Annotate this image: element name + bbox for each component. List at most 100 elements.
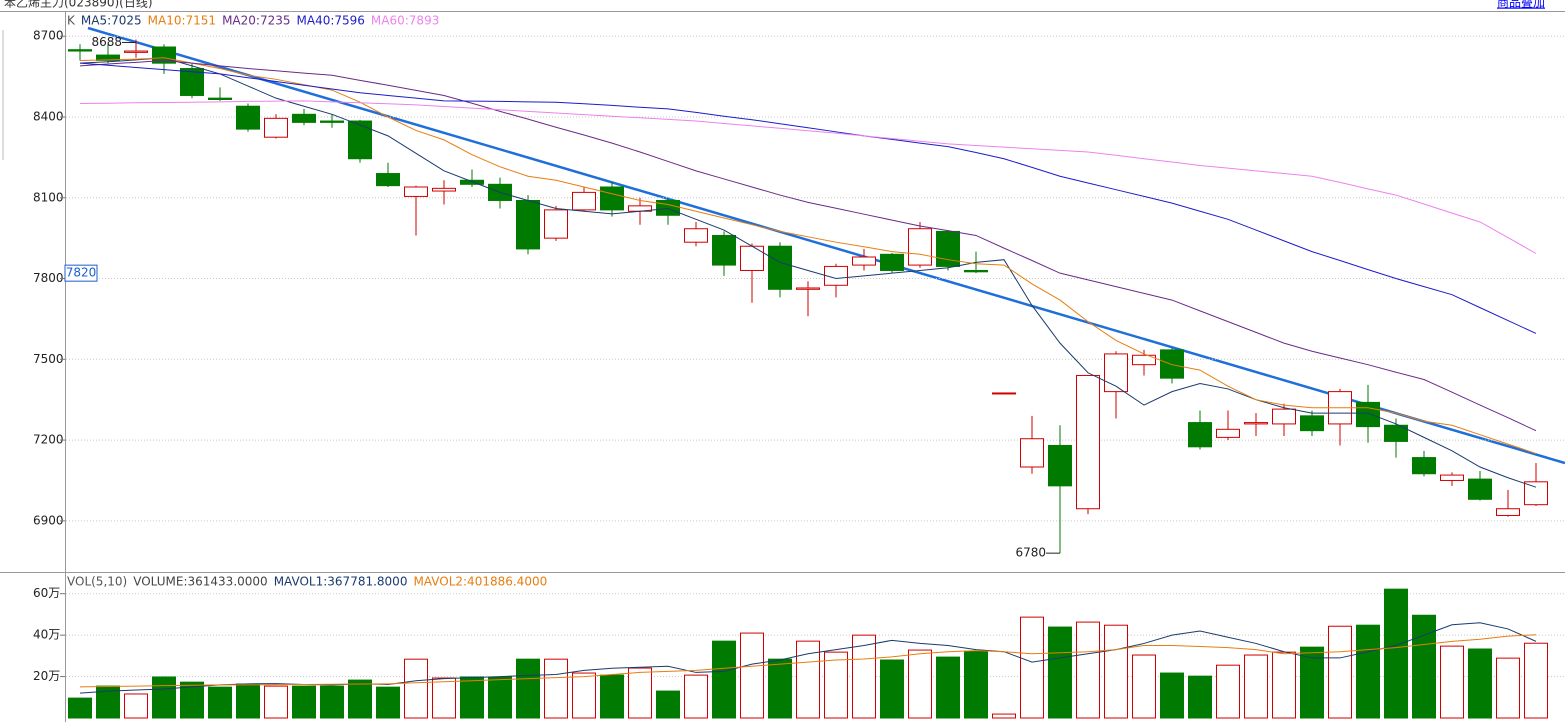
volume-bar bbox=[1272, 651, 1296, 719]
candle-body bbox=[1216, 428, 1240, 438]
volume-bar bbox=[1356, 624, 1380, 719]
volume-bar bbox=[1216, 664, 1240, 719]
legend-entry: MAVOL1:367781.8000 bbox=[274, 575, 408, 589]
volume-bar bbox=[460, 676, 484, 719]
candle-body bbox=[684, 228, 708, 243]
candle-body bbox=[1020, 438, 1044, 468]
volume-bar bbox=[1244, 654, 1268, 719]
max-label: 8688 bbox=[91, 35, 122, 49]
volume-bar bbox=[488, 676, 512, 719]
legend-entry: MAVOL2:401886.4000 bbox=[413, 575, 547, 589]
volume-bar bbox=[1048, 626, 1072, 719]
volume-bar bbox=[292, 685, 316, 719]
volume-bar bbox=[320, 685, 344, 719]
candle-body bbox=[880, 253, 904, 271]
legend-entry: K bbox=[67, 14, 76, 28]
legend-entry: VOLUME:361433.0000 bbox=[133, 575, 267, 589]
volume-bar bbox=[936, 656, 960, 719]
price-marker-box bbox=[64, 264, 98, 282]
candle-body bbox=[264, 117, 288, 138]
ma-line bbox=[79, 57, 1537, 455]
candle-body bbox=[516, 199, 540, 250]
volume-bar bbox=[1104, 624, 1128, 719]
volume-bar bbox=[740, 632, 764, 719]
volume-bar bbox=[1384, 588, 1408, 719]
volume-bar bbox=[236, 683, 260, 719]
candle-body bbox=[1468, 478, 1492, 500]
y-tick-label: 7500 bbox=[33, 352, 64, 366]
legend-entry: VOL(5,10) bbox=[67, 575, 127, 589]
candle-body bbox=[320, 120, 344, 123]
overlay-link[interactable]: 商品叠加 bbox=[1497, 0, 1545, 10]
candle-body bbox=[1132, 354, 1156, 366]
candle-body bbox=[1272, 408, 1296, 425]
candle-body bbox=[1412, 457, 1436, 475]
candle-body bbox=[460, 179, 484, 185]
ma-line bbox=[79, 59, 1537, 432]
volume-bar bbox=[1160, 672, 1184, 719]
volume-bar bbox=[1188, 675, 1212, 719]
mavol-line bbox=[79, 634, 1537, 688]
volume-bar bbox=[964, 650, 988, 719]
volume-bar bbox=[1020, 616, 1044, 719]
candle-body bbox=[1300, 415, 1324, 432]
candle-body bbox=[852, 256, 876, 266]
volume-bar bbox=[348, 679, 372, 719]
volume-bar bbox=[768, 658, 792, 719]
candle-body bbox=[1104, 353, 1128, 393]
y-tick-label: 8400 bbox=[33, 110, 64, 124]
ma-line bbox=[79, 57, 1537, 488]
volume-bar bbox=[1328, 625, 1352, 719]
y-tick-label: 7200 bbox=[33, 433, 64, 447]
candle-body bbox=[236, 105, 260, 130]
volume-bar bbox=[572, 672, 596, 719]
candle-body bbox=[1356, 401, 1380, 428]
candle-body bbox=[96, 54, 120, 61]
volume-bar bbox=[880, 659, 904, 719]
volume-bar bbox=[1468, 648, 1492, 719]
volume-bar bbox=[1496, 657, 1520, 719]
volume-bar bbox=[432, 677, 456, 719]
volume-bar bbox=[376, 686, 400, 719]
y-tick-label: 8100 bbox=[33, 190, 64, 204]
candle-body bbox=[376, 173, 400, 187]
candle-body bbox=[432, 187, 456, 192]
candle-body bbox=[348, 120, 372, 160]
candle-body bbox=[1188, 422, 1212, 448]
y-tick-label: 60万 bbox=[33, 586, 60, 600]
legend-entry: MA5:7025 bbox=[81, 14, 142, 28]
candle-body bbox=[572, 191, 596, 211]
volume-bar bbox=[124, 693, 148, 719]
y-tick-label: 20万 bbox=[33, 669, 60, 683]
volume-bar bbox=[600, 674, 624, 719]
volume-bar bbox=[208, 686, 232, 719]
candle-body bbox=[124, 50, 148, 53]
volume-bar bbox=[1440, 645, 1464, 719]
min-label: 6780 bbox=[1015, 546, 1046, 560]
candle-body bbox=[1524, 481, 1548, 506]
ma-line bbox=[79, 100, 1537, 254]
candle-body bbox=[824, 265, 848, 286]
volume-bar bbox=[68, 697, 92, 719]
candle-body bbox=[292, 113, 316, 123]
volume-bar bbox=[180, 681, 204, 719]
volume-bar bbox=[796, 640, 820, 719]
volume-bar bbox=[1300, 646, 1324, 719]
volume-bar bbox=[544, 658, 568, 719]
y-tick-label: 8700 bbox=[33, 29, 64, 43]
volume-bar bbox=[992, 713, 1016, 719]
trend-line bbox=[87, 26, 1565, 465]
candle-body bbox=[992, 392, 1016, 395]
candle-body bbox=[796, 287, 820, 290]
legend-entry: MA20:7235 bbox=[222, 14, 290, 28]
candle-body bbox=[712, 234, 736, 266]
ma-line bbox=[79, 62, 1537, 334]
y-tick-label: 7800 bbox=[33, 271, 64, 285]
volume-bar bbox=[1412, 614, 1436, 719]
y-tick-label: 40万 bbox=[33, 628, 60, 642]
volume-bar bbox=[684, 674, 708, 719]
candle-body bbox=[208, 97, 232, 101]
